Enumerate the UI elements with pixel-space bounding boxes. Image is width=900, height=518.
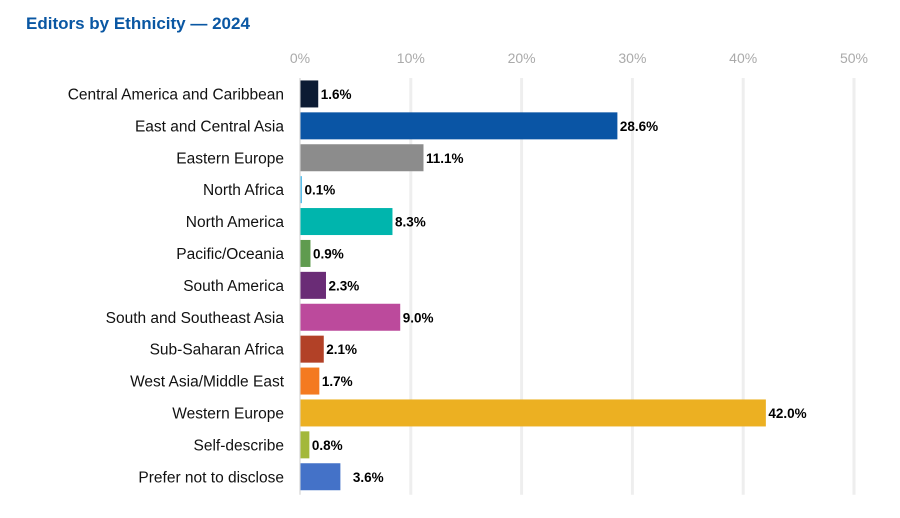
data-label: 0.8% xyxy=(312,438,343,453)
category-label: Western Europe xyxy=(172,405,284,422)
bar-west-asia-middle-east xyxy=(300,367,320,395)
category-label: North Africa xyxy=(203,182,284,199)
bar-sub-saharan-africa xyxy=(300,335,324,363)
bar-prefer-not-to-disclose xyxy=(300,463,341,491)
category-label: Self-describe xyxy=(194,437,284,454)
x-tick-label: 40% xyxy=(729,50,757,66)
data-label: 3.6% xyxy=(353,470,384,485)
category-label: Pacific/Oceania xyxy=(176,246,284,263)
chart-title: Editors by Ethnicity — 2024 xyxy=(26,14,250,33)
bar-north-america xyxy=(300,208,393,236)
category-label: North America xyxy=(186,214,285,231)
category-label: South America xyxy=(183,278,284,295)
bar-western-europe xyxy=(300,399,766,427)
bar-eastern-europe xyxy=(300,144,424,172)
bar-east-and-central-asia xyxy=(300,112,618,140)
data-label: 42.0% xyxy=(768,406,806,421)
data-label: 2.1% xyxy=(326,342,357,357)
category-label: South and Southeast Asia xyxy=(106,310,285,327)
bar-self-describe xyxy=(300,431,310,459)
x-tick-label: 0% xyxy=(290,50,310,66)
x-tick-label: 50% xyxy=(840,50,868,66)
category-label: West Asia/Middle East xyxy=(130,374,285,391)
data-label: 11.1% xyxy=(426,151,464,166)
bar-central-america-and-caribbean xyxy=(300,80,319,108)
bar-pacific-oceania xyxy=(300,239,311,267)
data-label: 9.0% xyxy=(403,310,434,325)
data-label: 2.3% xyxy=(328,278,359,293)
data-label: 0.9% xyxy=(313,246,344,261)
bar-south-and-southeast-asia xyxy=(300,303,401,331)
x-tick-label: 20% xyxy=(508,50,536,66)
category-label: East and Central Asia xyxy=(135,118,284,135)
bar-south-america xyxy=(300,271,326,299)
x-tick-label: 30% xyxy=(618,50,646,66)
category-label: Eastern Europe xyxy=(176,150,284,167)
category-label: Prefer not to disclose xyxy=(138,469,284,486)
data-label: 0.1% xyxy=(305,183,336,198)
data-label: 1.6% xyxy=(321,87,352,102)
category-label: Central America and Caribbean xyxy=(68,86,284,103)
bar-north-africa xyxy=(300,176,302,204)
data-label: 8.3% xyxy=(395,215,426,230)
x-tick-label: 10% xyxy=(397,50,425,66)
category-label: Sub-Saharan Africa xyxy=(150,342,285,359)
data-label: 28.6% xyxy=(620,119,658,134)
data-label: 1.7% xyxy=(322,374,353,389)
